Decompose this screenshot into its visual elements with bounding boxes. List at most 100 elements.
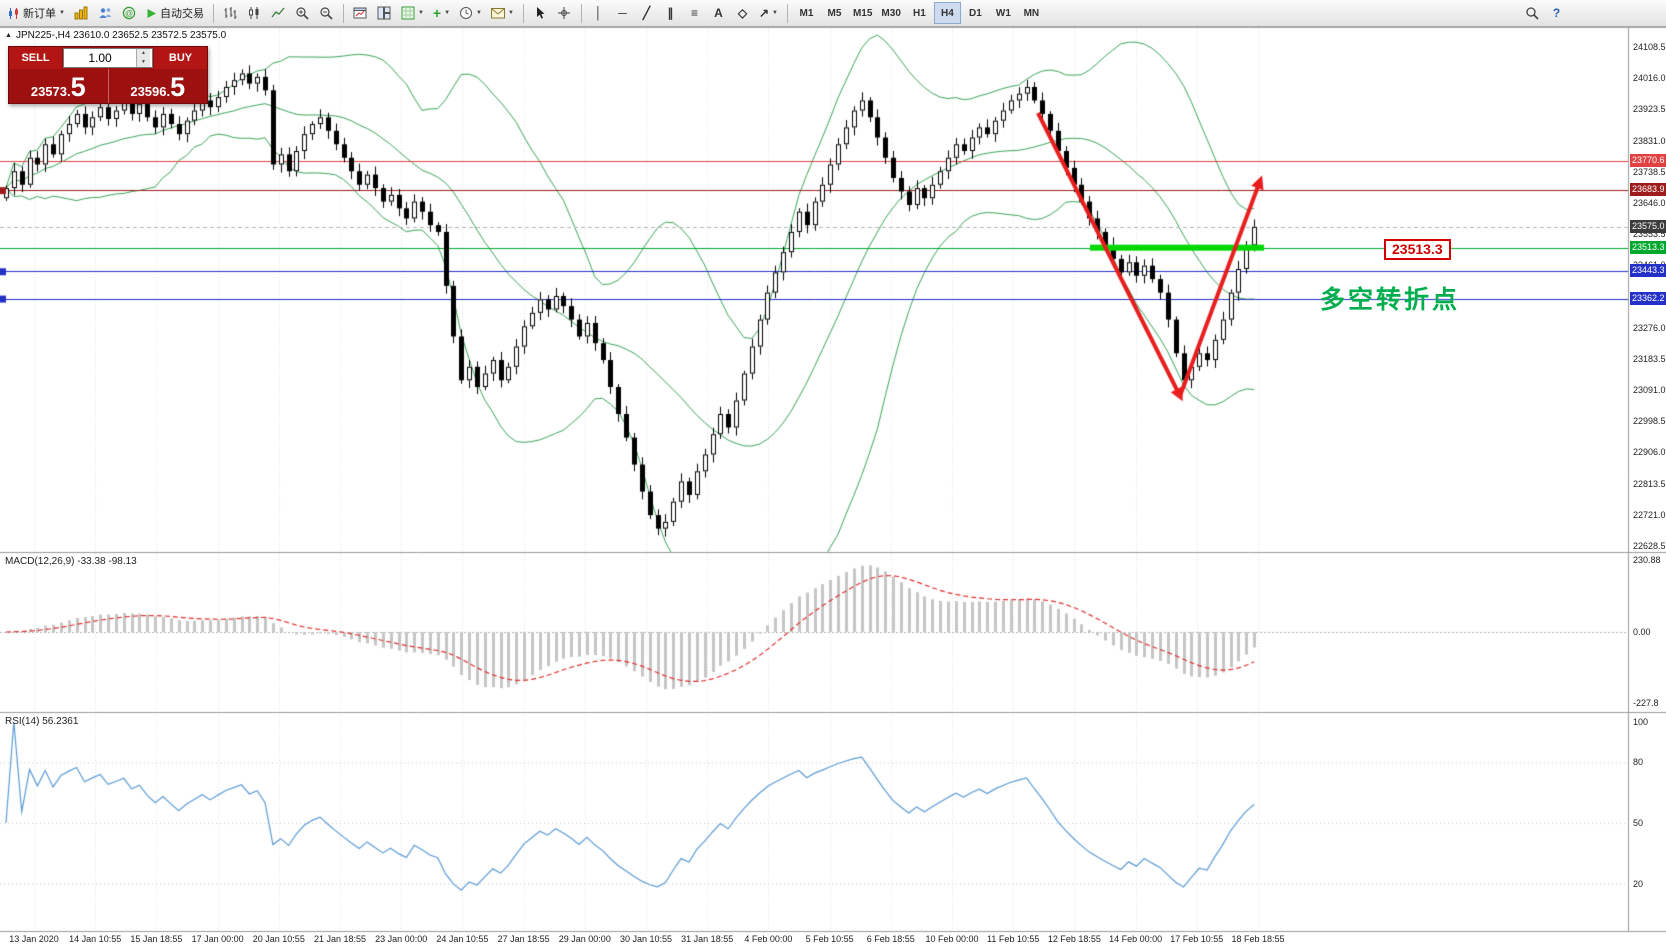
volume-decrease-button[interactable]: ▼: [137, 58, 150, 67]
ohlc-bars-icon: [224, 7, 237, 19]
zoom-out-icon: [320, 7, 334, 20]
price-annotation-box[interactable]: 23513.3: [1384, 239, 1451, 260]
volume-control: ▲ ▼: [63, 48, 153, 68]
grid-chart-icon: [401, 6, 415, 20]
volume-input[interactable]: [64, 49, 136, 67]
toolbar-separator: [522, 3, 524, 23]
periods-button[interactable]: ▼: [455, 2, 486, 24]
timeframe-h1-button[interactable]: H1: [906, 2, 933, 24]
community-button[interactable]: [94, 2, 117, 24]
sell-price-button[interactable]: 23573. 5: [9, 69, 109, 103]
zoom-in-button[interactable]: [291, 2, 314, 24]
rsi-axis-tick: 50: [1633, 818, 1644, 828]
macd-label: MACD(12,26,9) -33.38 -98.13: [5, 556, 137, 567]
new-order-label: 新订单: [23, 8, 56, 20]
chevron-down-icon: ▼: [508, 10, 514, 16]
timeframe-w1-button[interactable]: W1: [990, 2, 1017, 24]
profiles-button[interactable]: [70, 2, 93, 24]
shapes-button[interactable]: ◇: [731, 2, 754, 24]
zoom-in-icon: [296, 7, 310, 20]
crosshair-button[interactable]: [553, 2, 576, 24]
price-axis-tick: 22628.5: [1633, 540, 1666, 551]
search-button[interactable]: [1520, 2, 1543, 24]
vertical-line-button[interactable]: │: [587, 2, 610, 24]
chart-grid-button[interactable]: ▼: [397, 2, 428, 24]
time-axis-label: 23 Jan 00:00: [375, 934, 428, 944]
time-axis-label: 15 Jan 18:55: [130, 934, 183, 944]
line-chart-icon: [271, 7, 285, 18]
time-axis-label: 6 Feb 18:55: [866, 934, 915, 944]
timeframe-m30-button[interactable]: M30: [877, 2, 904, 24]
crosshair-icon: [558, 7, 571, 19]
chart-bars-button[interactable]: [219, 2, 242, 24]
toolbar-separator: [212, 3, 214, 23]
trendline-button[interactable]: ╱: [635, 2, 658, 24]
price-axis-tick: 23276.0: [1633, 322, 1666, 333]
cursor-button[interactable]: [529, 2, 552, 24]
time-axis-label: 30 Jan 10:55: [619, 934, 673, 944]
price-axis-tick: 23831.0: [1633, 135, 1666, 146]
price-axis-tick: 24108.5: [1633, 42, 1666, 52]
channel-button[interactable]: ∥: [659, 2, 682, 24]
new-chart-button[interactable]: [349, 2, 372, 24]
main-toolbar: 新订单 ▼ @ 自动交易 ▼ + ▼ ▼: [0, 0, 1666, 27]
chart-candles-button[interactable]: [243, 2, 266, 24]
price-axis-tick: 23923.5: [1633, 104, 1666, 115]
globe-at-icon: @: [123, 6, 136, 20]
chevron-down-icon: ▼: [417, 10, 424, 16]
arrows-tool-button[interactable]: ↗ ▼: [755, 2, 782, 24]
buy-price-button[interactable]: 23596. 5: [109, 69, 208, 103]
templates-button[interactable]: ▼: [487, 2, 518, 24]
volume-stepper: ▲ ▼: [136, 49, 150, 67]
chevron-down-icon: ▼: [59, 10, 65, 16]
time-axis-label: 17 Jan 00:00: [191, 934, 244, 944]
price-badge: 23683.9: [1630, 183, 1666, 197]
help-button[interactable]: ?: [1545, 2, 1568, 24]
rsi-axis-tick: 20: [1633, 878, 1644, 889]
time-axis-label: 14 Feb 00:00: [1109, 934, 1163, 944]
sell-price-big: 5: [70, 72, 86, 103]
buy-button[interactable]: BUY: [154, 47, 207, 69]
new-order-button[interactable]: 新订单 ▼: [3, 2, 69, 24]
time-axis-label: 31 Jan 18:55: [681, 934, 734, 944]
timeframe-m1-button[interactable]: M1: [793, 2, 820, 24]
time-axis-label: 18 Feb 18:55: [1231, 934, 1285, 944]
chart-line-button[interactable]: [267, 2, 290, 24]
timeframe-h4-button[interactable]: H4: [933, 2, 961, 24]
price-badge: 23770.6: [1630, 153, 1666, 167]
envelope-icon: [491, 7, 505, 18]
chevron-down-icon: ▼: [772, 10, 778, 16]
timeframe-mn-button[interactable]: MN: [1018, 2, 1045, 24]
text-tool-button[interactable]: A: [707, 2, 730, 24]
text-icon: A: [714, 6, 723, 20]
price-badge: 23362.2: [1630, 291, 1666, 305]
indicators-button[interactable]: + ▼: [429, 2, 454, 24]
trendline-icon: ╱: [642, 6, 651, 20]
timeframe-m5-button[interactable]: M5: [821, 2, 848, 24]
buy-label: BUY: [168, 52, 193, 64]
sell-label: SELL: [21, 52, 50, 64]
timeframe-d1-button[interactable]: D1: [962, 2, 989, 24]
autotrading-button[interactable]: 自动交易: [142, 2, 208, 24]
bar-profile-icon: [74, 6, 88, 20]
collapse-panel-icon[interactable]: ▲: [5, 32, 12, 39]
horizontal-line-button[interactable]: ─: [611, 2, 634, 24]
price-axis-tick: 23738.5: [1633, 166, 1666, 177]
price-badge: 23513.3: [1630, 240, 1666, 254]
vertical-line-icon: │: [594, 6, 603, 20]
rsi-axis-tick: 80: [1633, 757, 1644, 768]
toolbar-separator: [786, 3, 788, 23]
sell-button[interactable]: SELL: [9, 47, 62, 69]
volume-increase-button[interactable]: ▲: [137, 49, 150, 58]
zoom-out-button[interactable]: [315, 2, 338, 24]
fibonacci-button[interactable]: ≡: [683, 2, 706, 24]
chart-ohlc-info: JPN225-,H4 23610.0 23652.5 23572.5 23575…: [16, 30, 227, 41]
macd-axis-tick: -227.8: [1633, 698, 1659, 708]
tile-windows-button[interactable]: [373, 2, 396, 24]
buy-price-big: 5: [170, 72, 186, 103]
turning-point-annotation[interactable]: 多空转折点: [1320, 286, 1461, 314]
time-axis-label: 12 Feb 18:55: [1047, 934, 1101, 944]
website-button[interactable]: @: [118, 2, 141, 24]
timeframe-m15-button[interactable]: M15: [849, 2, 876, 24]
